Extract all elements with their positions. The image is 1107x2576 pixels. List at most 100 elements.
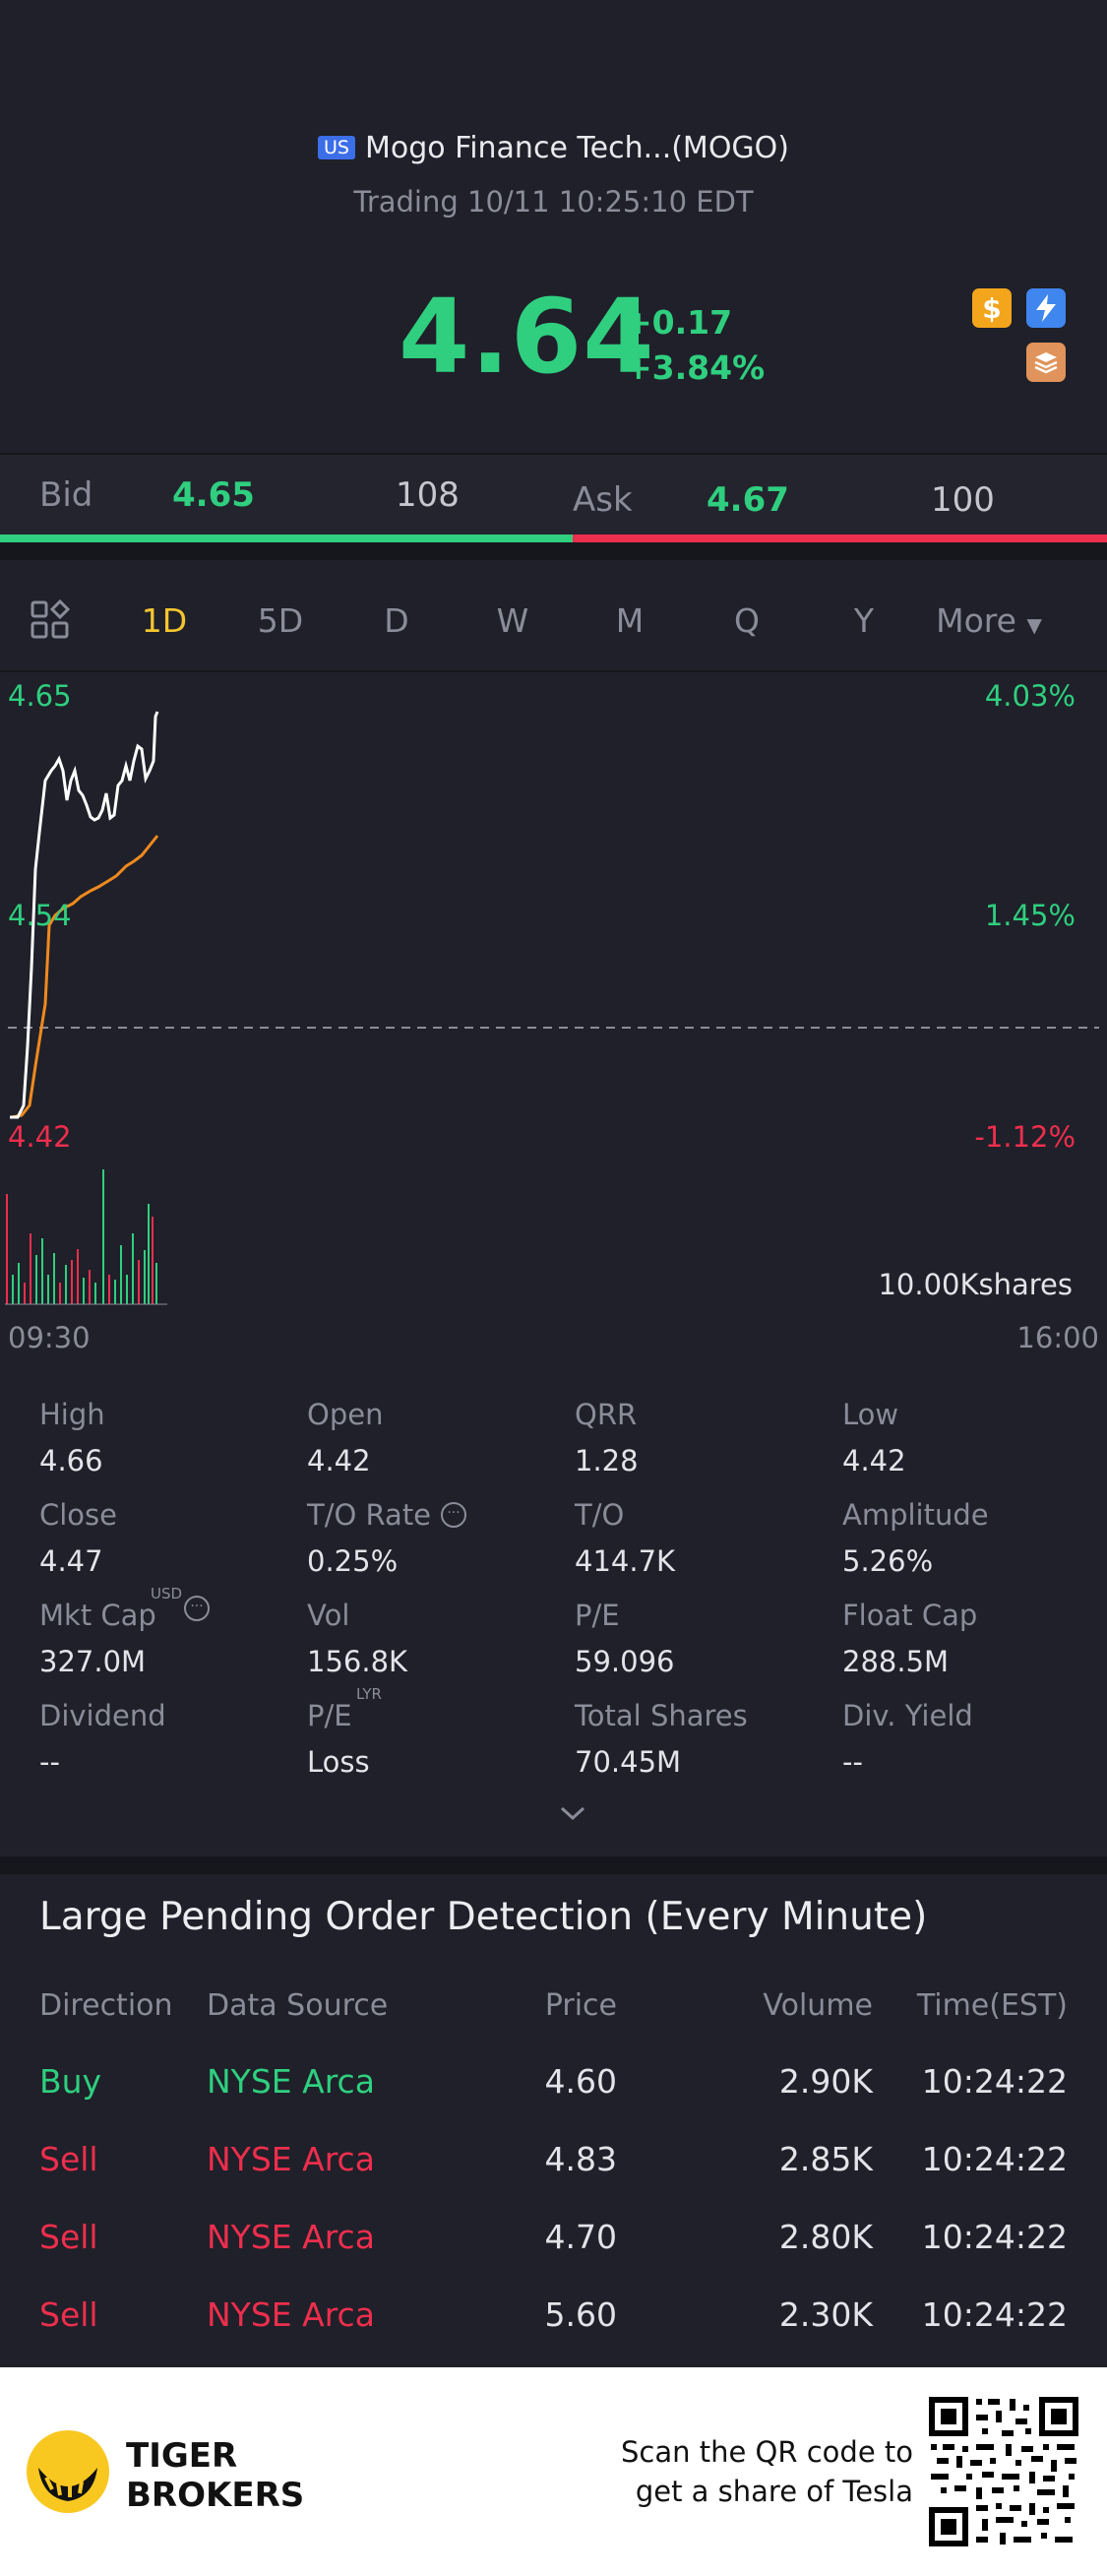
stat-label: Dividend (39, 1699, 166, 1732)
pct-axis-high: 4.03% (984, 679, 1076, 713)
col-header-source: Data Source (207, 1988, 389, 2023)
stock-name: Mogo Finance Tech...(MOGO) (364, 131, 789, 165)
section-divider (0, 1856, 1107, 1874)
info-icon[interactable]: ··· (184, 1596, 210, 1621)
col-header-direction: Direction (39, 1988, 173, 2023)
scan-line-1: Scan the QR code to (621, 2435, 913, 2469)
volume-bar (71, 1260, 73, 1304)
tab-more[interactable]: More ▼ (936, 601, 1042, 640)
volume-bar (77, 1249, 79, 1304)
lightning-icon[interactable] (1026, 288, 1066, 328)
stat-label: Low (842, 1398, 899, 1431)
scan-line-2: get a share of Tesla (635, 2475, 913, 2508)
pct-axis-low: -1.12% (974, 1120, 1076, 1154)
col-header-price: Price (544, 1988, 617, 2023)
tab-m[interactable]: M (615, 601, 645, 640)
stat-value: -- (39, 1745, 60, 1779)
col-header-volume: Volume (763, 1988, 873, 2023)
stat-value: 4.42 (307, 1444, 371, 1477)
stat-label: P/E (307, 1699, 352, 1732)
volume-bar (53, 1253, 55, 1304)
volume-bar (108, 1275, 110, 1304)
stat-value: 70.45M (575, 1745, 682, 1779)
chart-layout-icon[interactable] (30, 598, 71, 645)
volume-bars (6, 1169, 157, 1304)
volume-bar (89, 1270, 91, 1304)
large-orders-title: Large Pending Order Detection (Every Min… (39, 1895, 928, 1939)
tab-w[interactable]: W (496, 601, 529, 640)
order-direction: Sell (39, 2140, 98, 2178)
ask-price: 4.67 (707, 480, 789, 520)
last-price: 4.64 (399, 277, 655, 397)
tab-more-label: More (936, 601, 1016, 640)
volume-bar (6, 1194, 8, 1304)
order-price: 4.83 (544, 2140, 617, 2178)
order-volume: 2.80K (778, 2218, 873, 2256)
volume-bar (126, 1275, 128, 1304)
order-direction: Sell (39, 2295, 98, 2334)
volume-bar (12, 1275, 14, 1304)
tab-q[interactable]: Q (734, 601, 760, 640)
stat-label: T/O Rate (307, 1498, 432, 1532)
info-icon[interactable]: ··· (441, 1502, 466, 1528)
volume-scale: 10.00Kshares (878, 1268, 1073, 1301)
volume-bar (47, 1275, 49, 1304)
volume-bar (94, 1283, 96, 1304)
footer-banner[interactable]: TIGER BROKERS Scan the QR code to get a … (0, 2367, 1107, 2576)
stock-title[interactable]: US Mogo Finance Tech...(MOGO) (0, 131, 1107, 165)
order-price: 4.70 (544, 2218, 617, 2256)
currency-superscript: USD (151, 1585, 183, 1602)
tab-1d[interactable]: 1D (141, 601, 188, 640)
bid-price: 4.65 (172, 475, 255, 515)
stat-label: Close (39, 1498, 117, 1532)
order-price: 4.60 (544, 2062, 617, 2101)
stat-value: 414.7K (575, 1544, 676, 1578)
period-tabs: 1D 5D D W M Q Y More ▼ (0, 560, 1107, 672)
volume-bar (114, 1280, 116, 1304)
stat-label: T/O (575, 1498, 625, 1532)
stat-label: Float Cap (842, 1599, 978, 1632)
brand-line-1: TIGER (126, 2436, 238, 2476)
volume-bar (132, 1233, 134, 1304)
stat-label: Total Shares (575, 1699, 748, 1732)
stat-label: Vol (307, 1599, 350, 1632)
volume-bar (18, 1263, 20, 1304)
trading-status: Trading 10/11 10:25:10 EDT (353, 185, 754, 219)
expand-chevron-icon[interactable] (559, 1803, 586, 1827)
ask-bar (573, 534, 1107, 542)
volume-bar (65, 1265, 67, 1304)
market-badge: US (317, 136, 355, 159)
stat-label: Amplitude (842, 1498, 989, 1532)
volume-bar (41, 1238, 43, 1304)
time-start: 09:30 (8, 1321, 91, 1354)
tab-y[interactable]: Y (853, 601, 875, 640)
avg-price-line (11, 835, 159, 1119)
order-source: NYSE Arca (207, 2295, 375, 2334)
stack-icon[interactable] (1026, 343, 1066, 382)
stat-value: 327.0M (39, 1645, 147, 1678)
tiger-logo-icon (25, 2428, 111, 2519)
stat-value: 156.8K (307, 1645, 408, 1678)
stat-label: P/E (575, 1599, 620, 1632)
qr-code-icon[interactable] (927, 2395, 1080, 2552)
intraday-chart[interactable] (0, 672, 1107, 1322)
order-volume: 2.85K (778, 2140, 873, 2178)
volume-bar (30, 1233, 31, 1304)
order-volume: 2.30K (778, 2295, 873, 2334)
scan-prompt: Scan the QR code to get a share of Tesla (621, 2432, 913, 2511)
order-direction: Buy (39, 2062, 102, 2101)
volume-bar (59, 1283, 61, 1304)
tab-d[interactable]: D (384, 601, 409, 640)
stat-value: 0.25% (307, 1544, 399, 1578)
stat-value: 4.42 (842, 1444, 906, 1477)
volume-bar (148, 1204, 150, 1304)
volume-bar (83, 1278, 85, 1304)
dollar-icon[interactable]: $ (972, 288, 1012, 328)
stat-value: 59.096 (575, 1645, 675, 1678)
order-source: NYSE Arca (207, 2062, 375, 2101)
brand-line-2: BROKERS (126, 2476, 305, 2515)
stat-label: QRR (575, 1398, 638, 1431)
order-source: NYSE Arca (207, 2140, 375, 2178)
pct-axis-mid: 1.45% (984, 899, 1076, 932)
tab-5d[interactable]: 5D (257, 601, 304, 640)
